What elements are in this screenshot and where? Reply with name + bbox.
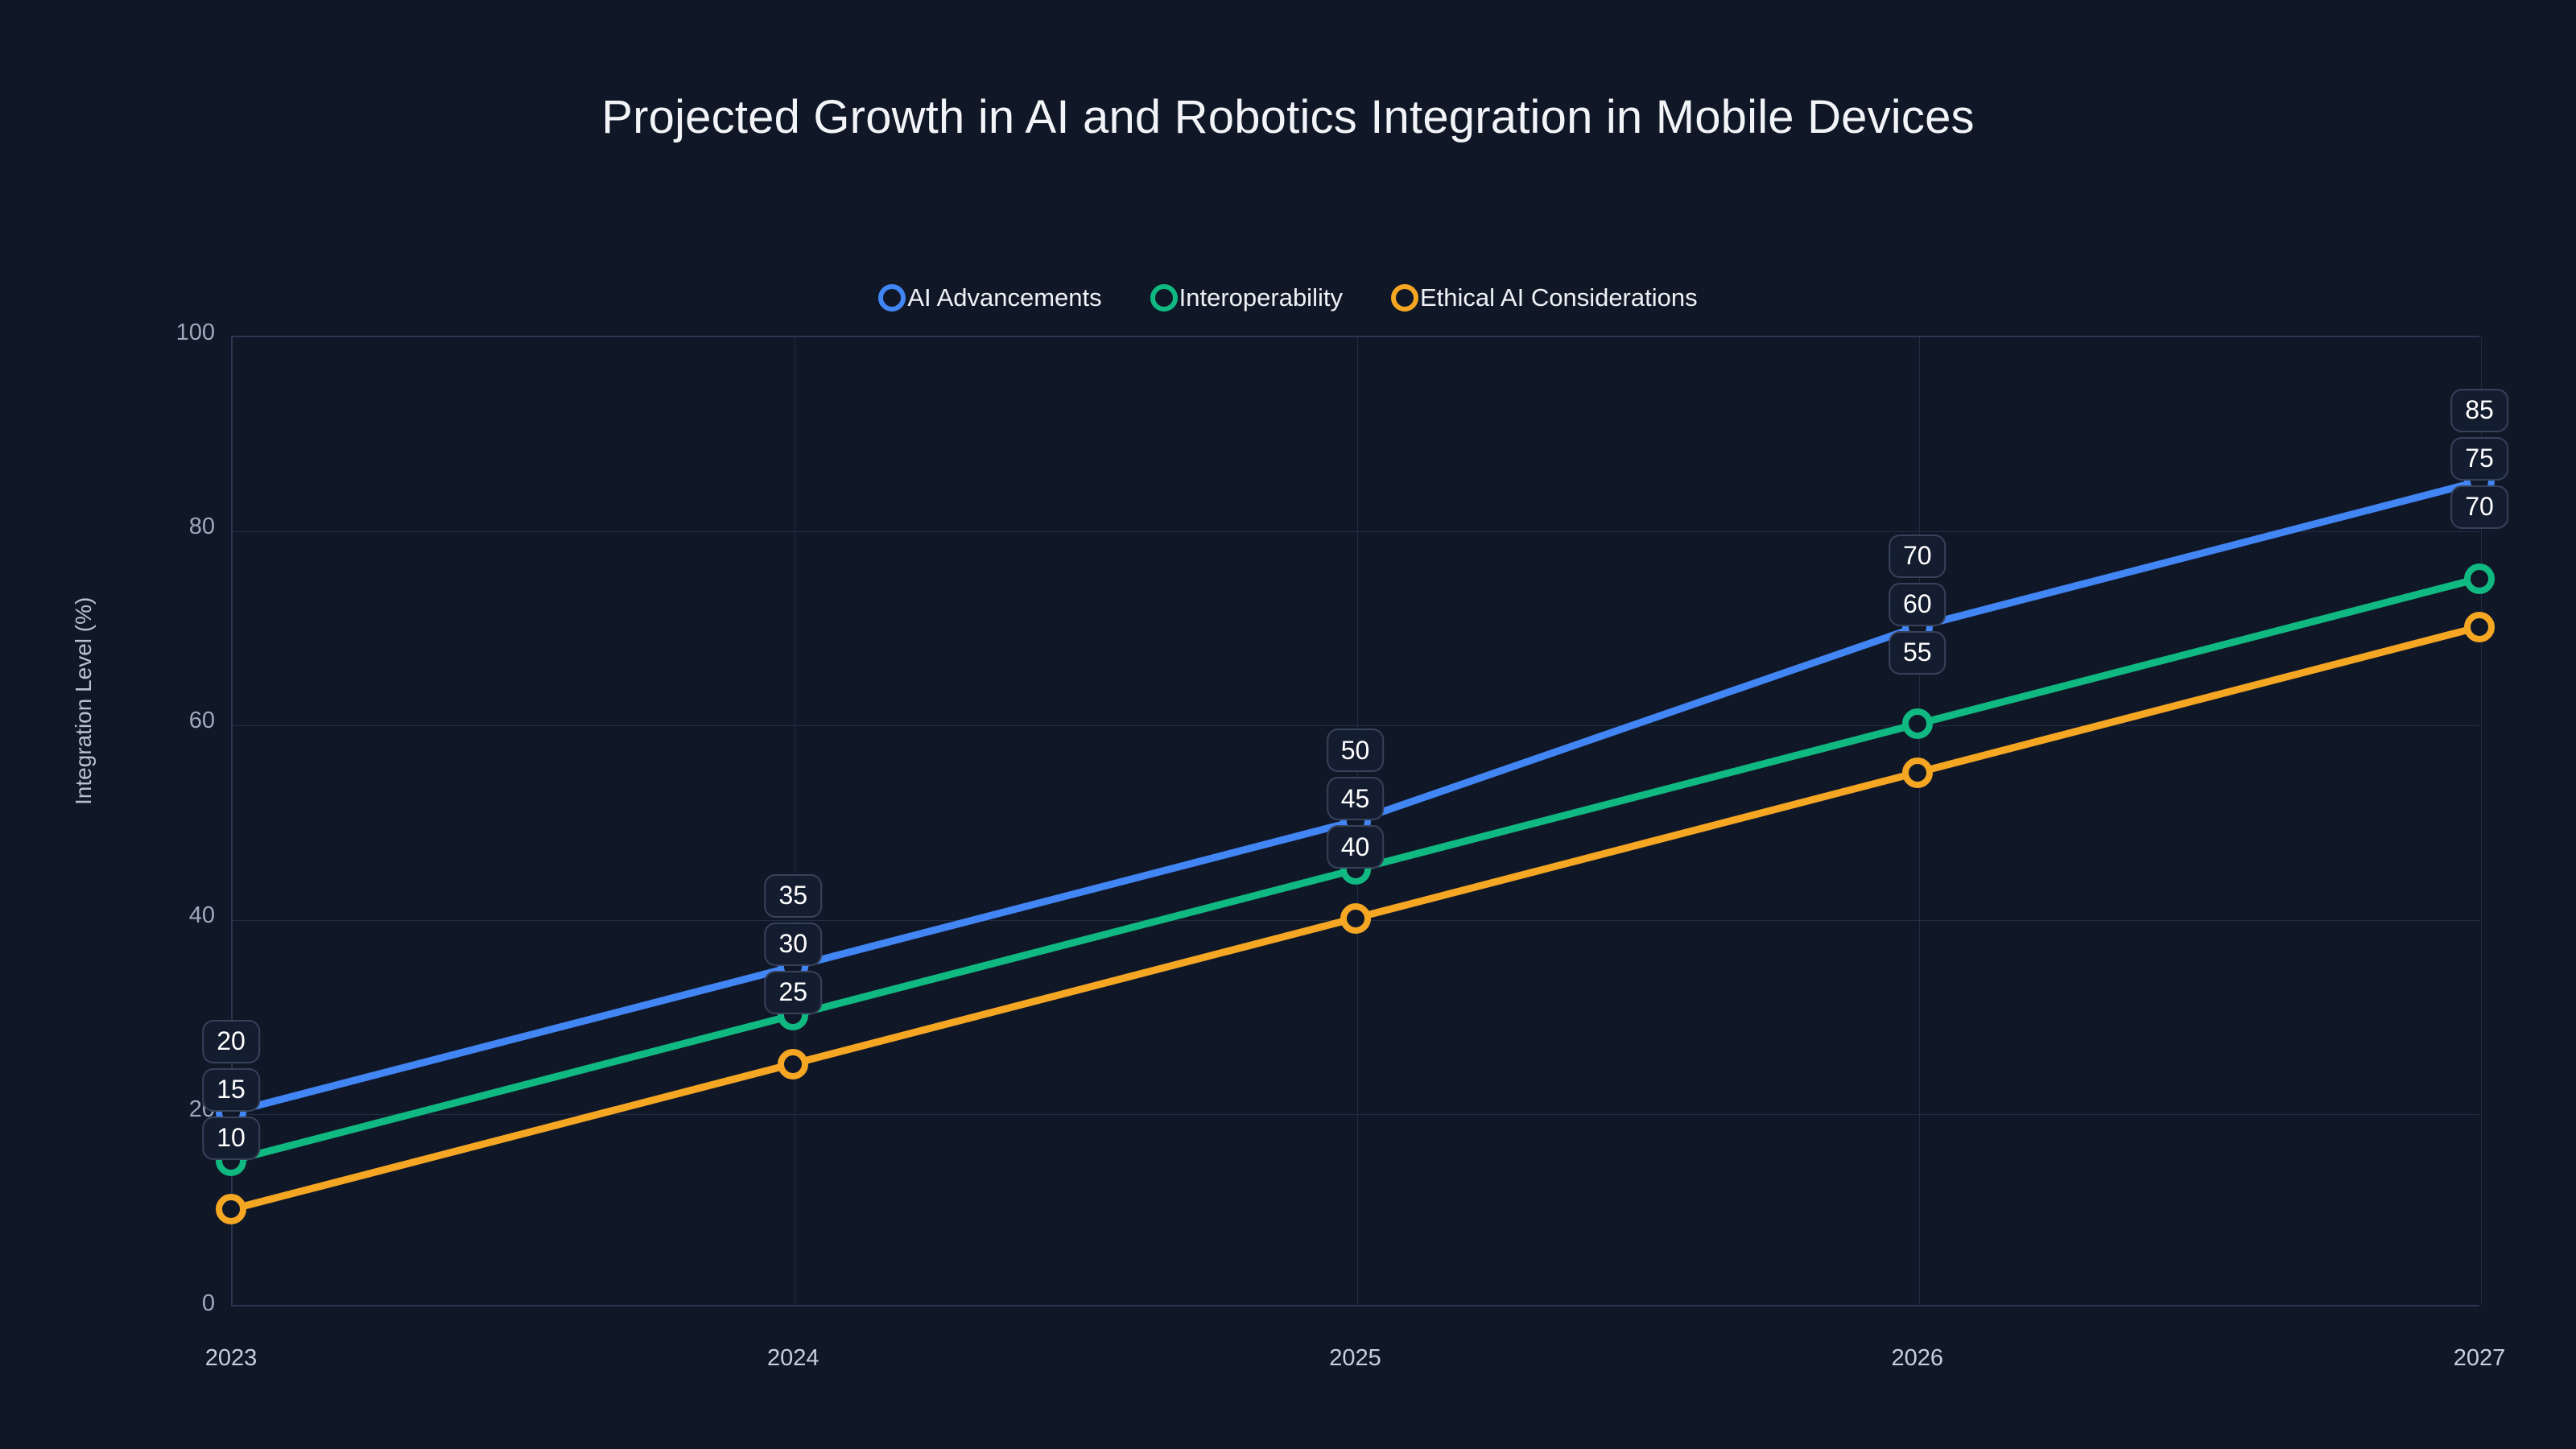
x-axis-tick-label: 2023	[204, 1345, 258, 1371]
gridline-vertical	[1918, 337, 1920, 1305]
x-axis-tick-label: 2027	[2453, 1345, 2506, 1371]
y-axis-tick-label: 20	[188, 1096, 215, 1122]
data-point-label: 70	[2450, 485, 2508, 529]
y-axis-tick-label: 40	[188, 902, 215, 928]
data-point-marker[interactable]	[216, 1194, 246, 1225]
y-axis-tick-label: 60	[188, 708, 215, 734]
legend-item-label: AI Advancements	[907, 283, 1102, 312]
data-point-marker[interactable]	[1901, 757, 1933, 788]
data-point-marker[interactable]	[2464, 611, 2495, 642]
chart-legend: AI Advancements Interoperability Ethical A…	[0, 283, 2576, 312]
y-axis-tick-label: 0	[201, 1290, 215, 1316]
legend-item-label: Interoperability	[1179, 283, 1343, 312]
data-point-marker[interactable]	[1340, 902, 1371, 934]
circle-outline-icon	[878, 284, 906, 312]
x-axis-tick-label: 2025	[1329, 1345, 1381, 1371]
data-point-marker[interactable]	[1901, 708, 1933, 740]
legend-item-label: Ethical AI Considerations	[1419, 283, 1698, 312]
circle-outline-icon	[1150, 284, 1178, 312]
gridline-horizontal	[233, 531, 2479, 533]
data-point-label: 55	[1888, 630, 1946, 675]
y-axis-title: Integration Level (%)	[71, 597, 96, 805]
data-point-label: 45	[1326, 777, 1385, 820]
y-axis-tick-label: 80	[188, 514, 215, 540]
x-axis-tick-label: 2026	[1891, 1345, 1943, 1371]
data-point-label: 20	[202, 1019, 260, 1063]
data-point-label: 70	[1888, 534, 1946, 578]
legend-item-3[interactable]: Ethical AI Considerations	[1390, 283, 1698, 312]
data-point-marker[interactable]	[778, 1048, 809, 1080]
x-axis-tick-label: 2024	[766, 1345, 819, 1371]
gridline-horizontal	[233, 1113, 2479, 1115]
y-axis-tick-label: 100	[175, 320, 215, 345]
gridline-horizontal	[233, 725, 2479, 727]
data-point-label: 25	[764, 970, 823, 1014]
data-point-label: 10	[202, 1116, 260, 1160]
legend-item-2[interactable]: Interoperability	[1150, 283, 1343, 312]
data-point-label: 30	[764, 922, 823, 966]
circle-outline-icon	[1390, 284, 1418, 312]
page-title: Projected Growth in AI and Robotics Inte…	[601, 91, 1975, 143]
data-point-label: 40	[1326, 825, 1385, 869]
data-point-marker[interactable]	[2464, 563, 2495, 594]
data-point-label: 15	[202, 1067, 260, 1112]
data-point-label: 85	[2450, 388, 2508, 432]
data-point-label: 50	[1326, 729, 1385, 772]
data-point-label: 35	[764, 873, 823, 918]
legend-item-1[interactable]: AI Advancements	[878, 283, 1102, 312]
data-point-label: 75	[2450, 436, 2508, 481]
data-point-label: 60	[1888, 582, 1946, 626]
